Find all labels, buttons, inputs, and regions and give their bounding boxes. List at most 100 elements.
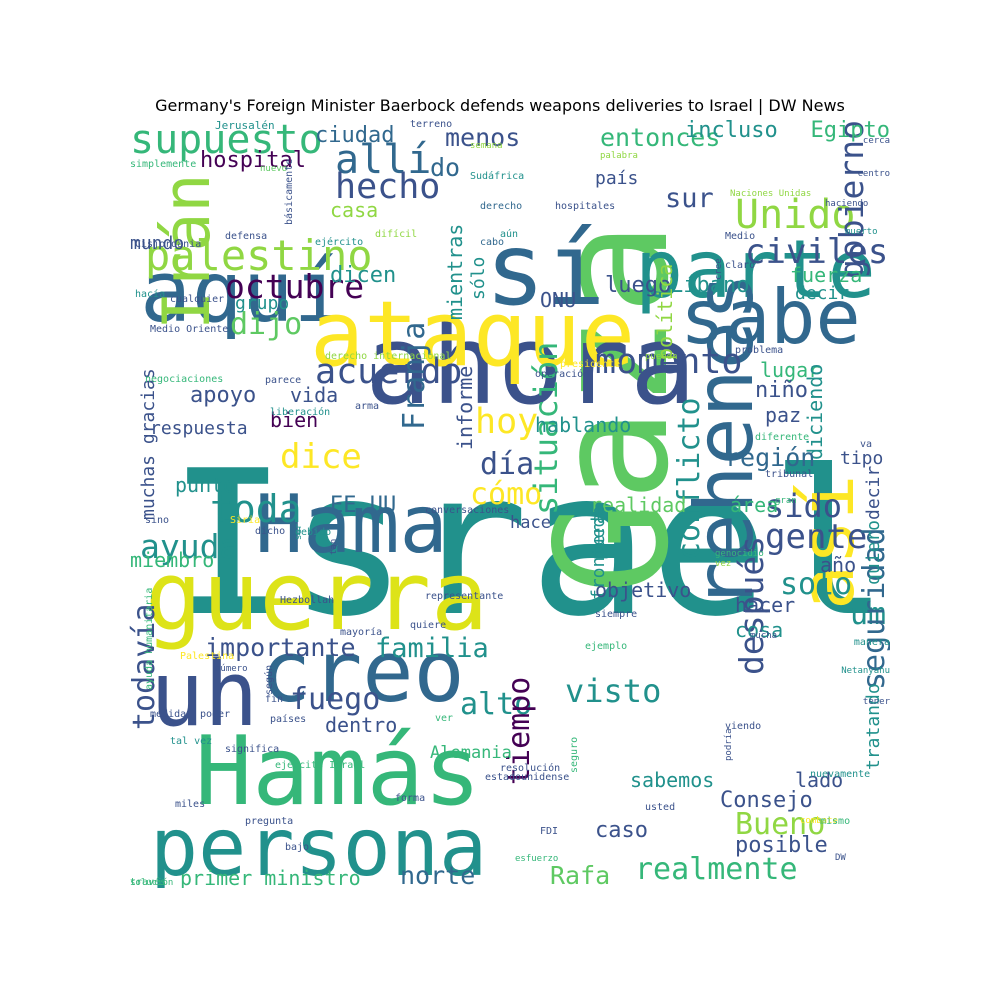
cloud-word-dw: DW xyxy=(835,853,846,863)
cloud-word-unido: Unido xyxy=(735,192,856,238)
cloud-word-primer-ministro: primer ministro xyxy=(180,866,361,888)
cloud-word-sino: sino xyxy=(145,515,170,526)
cloud-word-semana: semana xyxy=(470,141,503,151)
cloud-word-debido: debido xyxy=(295,527,332,538)
cloud-word-tipo: tipo xyxy=(840,448,884,469)
cloud-word-hospitales: hospitales xyxy=(555,201,616,212)
cloud-word-familia: familia xyxy=(375,633,489,664)
cloud-word-lugar: lugar xyxy=(760,358,821,382)
cloud-word-liberacion: liberación xyxy=(270,407,331,418)
cloud-word-decir: decir xyxy=(863,465,884,520)
cloud-word-mundo: mundo xyxy=(130,233,185,254)
cloud-word-fdi: FDI xyxy=(540,826,559,837)
cloud-word-dificil: difícil xyxy=(375,229,418,240)
cloud-word-cualquier: cualquier xyxy=(170,294,225,305)
cloud-word-nuevo: nuevo xyxy=(260,164,288,174)
cloud-word-dijo: dijo xyxy=(230,307,303,342)
cloud-word-importante: importante xyxy=(205,633,356,662)
cloud-word-tribunal: tribunal xyxy=(765,469,814,480)
cloud-word-medio-oriente: Medio Oriente xyxy=(150,324,229,335)
cloud-word-podria: podría xyxy=(724,728,734,761)
cloud-word-netanyahu: Netanyahu xyxy=(841,666,890,676)
cloud-word-palestina: Palestina xyxy=(180,651,235,662)
cloud-word-momento: momento xyxy=(595,342,743,382)
cloud-word-numero: número xyxy=(215,664,248,674)
cloud-word-gente: gente xyxy=(765,517,868,557)
cloud-word-dice: dice xyxy=(280,437,362,477)
cloud-word-menos: menos xyxy=(445,123,521,152)
cloud-word-ee-uu: EE UU xyxy=(330,493,397,518)
cloud-word-resolucion: resolución xyxy=(500,763,561,774)
cloud-word-tal-vez: tal vez xyxy=(170,736,213,747)
cloud-word-hecho: hecho xyxy=(335,167,441,207)
cloud-word-creo: creo xyxy=(260,623,465,722)
cloud-word-incluso: incluso xyxy=(685,120,778,143)
cloud-word-ataque: ataque xyxy=(310,282,636,387)
cloud-word-supuesto: supuesto xyxy=(130,120,323,163)
cloud-word-hezbollah: Hezbollah xyxy=(280,595,335,606)
cloud-word-siria: Siria xyxy=(230,515,261,526)
cloud-word-hamas: Hamás xyxy=(195,717,481,827)
cloud-word-alto: alto xyxy=(460,687,533,722)
cloud-word-parece: parece xyxy=(265,375,302,386)
cloud-word-rafa: Rafa xyxy=(550,861,611,888)
cloud-word-dicho: dicho xyxy=(255,526,286,537)
cloud-word-sido: sido xyxy=(765,487,843,525)
cloud-word-basicamente: básicamente xyxy=(284,158,295,225)
cloud-word-persona: persona xyxy=(150,801,488,888)
cloud-word-mismo: mismo xyxy=(820,816,851,827)
cloud-word-cree: cree xyxy=(714,258,724,280)
cloud-word-lado: lado xyxy=(795,768,844,792)
cloud-word-presidente: presidente xyxy=(560,359,621,370)
cloud-word-posible: posible xyxy=(735,833,828,858)
cloud-word-jerusalen: Jerusalén xyxy=(215,120,275,132)
cloud-word-claro: claro xyxy=(725,260,756,271)
cloud-word-hace: hace xyxy=(510,513,551,533)
cloud-word-casa: casa xyxy=(330,198,379,222)
cloud-word-va: va xyxy=(860,439,873,450)
cloud-word-traves: través xyxy=(130,877,167,888)
cloud-word-ano: año xyxy=(820,553,857,577)
cloud-word-egipto: Egipto xyxy=(810,120,890,143)
cloud-word-caso: caso xyxy=(595,818,648,843)
cloud-word-si: sí xyxy=(485,211,606,328)
cloud-word-objetivo: objetivo xyxy=(595,578,692,602)
cloud-word-hoy: hoy xyxy=(475,402,539,442)
cloud-word-hablando: hablando xyxy=(535,413,632,437)
cloud-word-um: um xyxy=(850,597,887,632)
cloud-word-dia: día xyxy=(480,447,535,482)
cloud-word-ser: ser xyxy=(294,523,304,540)
cloud-word-muchas-gracias: muchas gracias xyxy=(138,368,159,520)
cloud-word-luego: luego xyxy=(605,273,672,298)
cloud-word-muerto: muerto xyxy=(845,227,878,237)
cloud-word-decir: decir xyxy=(795,283,850,304)
cloud-word-combate: combate xyxy=(800,816,838,826)
cloud-word-franja: Franja xyxy=(397,321,432,430)
cloud-word-ciudad: ciudad xyxy=(315,123,395,148)
cloud-word-politica: política xyxy=(653,263,677,360)
cloud-word-tener: tener xyxy=(862,697,890,707)
cloud-word-cosa: cosa xyxy=(735,618,784,642)
cloud-word-derecho: derecho xyxy=(480,201,523,212)
cloud-word-realmente: realmente xyxy=(635,852,798,887)
cloud-word-gran: gran xyxy=(775,496,797,506)
cloud-word-libano: Líbano xyxy=(670,273,750,298)
cloud-word-consejo: Consejo xyxy=(720,788,813,813)
cloud-word-paises: países xyxy=(270,714,307,725)
cloud-word-manera: manera xyxy=(853,637,890,648)
cloud-word-aqui: aquí xyxy=(140,243,345,342)
cloud-word-hospital: hospital xyxy=(200,148,306,173)
cloud-word-hama: Hama xyxy=(255,478,448,571)
cloud-word-aun: aún xyxy=(500,229,519,240)
cloud-word-do: do xyxy=(430,153,461,182)
cloud-word-derecho-internacional: derecho internacional xyxy=(325,351,452,362)
cloud-word-bien: bien xyxy=(270,408,319,432)
cloud-word-toda: toda xyxy=(210,487,302,531)
cloud-word-representante: representante xyxy=(425,591,504,602)
cloud-word-como: cómo xyxy=(470,477,543,512)
cloud-word-ejemplo: ejemplo xyxy=(585,641,628,652)
cloud-word-sudafrica: Sudáfrica xyxy=(470,171,525,182)
cloud-word-cisjordania: Cisjordania xyxy=(135,239,202,250)
cloud-word-naciones-unidas: Naciones Unidas xyxy=(730,189,812,199)
cloud-word-dentro: dentro xyxy=(325,713,398,737)
